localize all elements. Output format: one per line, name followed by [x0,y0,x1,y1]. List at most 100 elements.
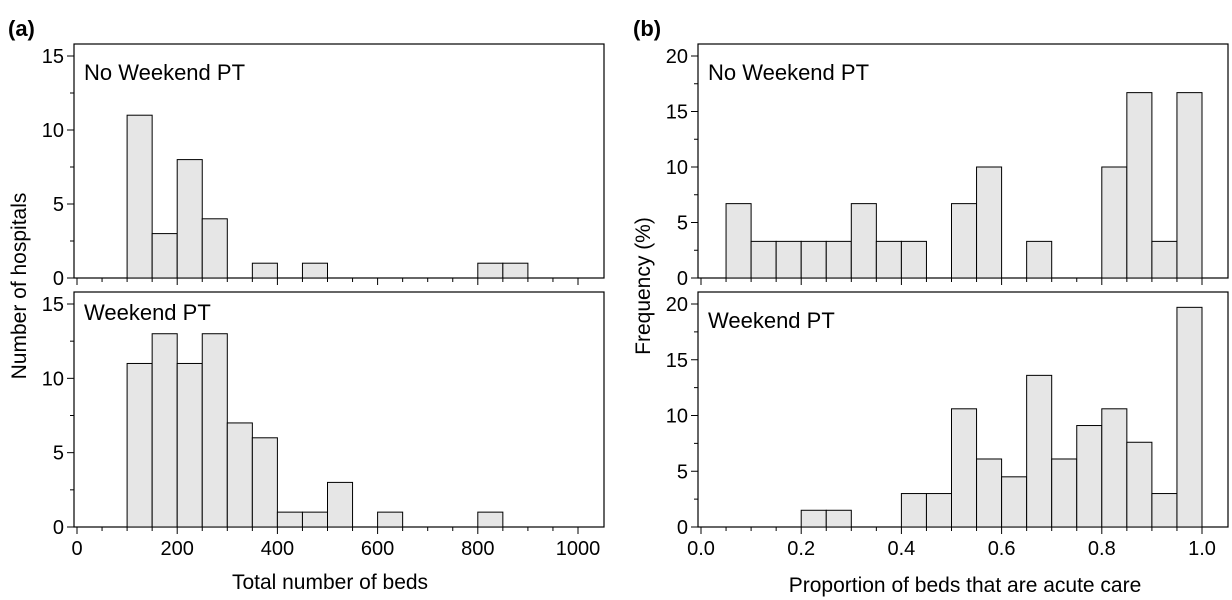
y-tick-label-1-5: 5 [53,443,64,465]
panel-a-x-axis-label: Total number of beds [232,571,428,594]
histogram-bar-0-4 [251,262,278,279]
x-tick-label-1-800: 800 [461,538,494,560]
histogram-bar-3-4 [951,408,978,528]
panel-label-a: (a) [8,16,35,41]
histogram-bar-2-3 [800,240,827,279]
panel-label-b: (b) [633,16,661,41]
panel-b-top-title: No Weekend PT [708,60,869,85]
histogram-bar-2-2 [775,240,802,279]
histogram-bar-1-8 [327,481,354,528]
panel-a-bottom-bars [126,333,504,528]
panel-a-top-bars [126,114,529,279]
x-tick-label-3-0.8: 0.8 [1088,538,1116,560]
panel-a-no-weekend: (a) No Weekend PT 0 5 10 15 [8,16,605,290]
y-tick-label-2-10: 10 [666,157,688,179]
histogram-bar-2-5 [850,203,877,279]
histogram-bar-2-13 [1151,240,1178,279]
histogram-bar-1-0 [126,362,153,528]
x-tick-label-1-0: 0 [71,538,82,560]
histogram-bar-1-5 [251,437,278,528]
panel-a-bottom-axes: 0 5 10 15 0 200 400 600 800 1000 [42,294,601,560]
right-y-axis-label: Frequency (%) [632,217,655,355]
panel-a-top-title: No Weekend PT [84,60,245,85]
histogram-bar-3-11 [1126,441,1153,528]
histogram-bar-2-9 [976,166,1003,279]
x-tick-label-1-600: 600 [361,538,394,560]
x-tick-label-3-0.6: 0.6 [988,538,1016,560]
histogram-bar-1-2 [176,362,203,528]
histogram-bar-0-5 [301,262,329,279]
histogram-bar-2-10 [1026,240,1053,279]
histogram-bar-2-12 [1126,92,1153,279]
histogram-bar-2-11 [1101,166,1128,279]
histogram-bar-0-1 [151,233,178,279]
panel-b-bottom-bars [800,306,1203,528]
panel-b-no-weekend: (b) No Weekend PT 0 5 10 15 20 [633,16,1229,290]
panel-b-bottom-axes: 0 5 10 15 20 0.0 0.2 0.4 0.6 0.8 1.0 [666,294,1216,560]
y-tick-label-3-0: 0 [677,517,688,539]
histogram-bar-3-7 [1026,374,1053,528]
x-tick-label-1-1000: 1000 [556,538,601,560]
histogram-bar-1-9 [377,511,404,528]
y-tick-label-2-5: 5 [677,213,688,235]
y-tick-label-3-20: 20 [666,294,688,316]
y-tick-label-0-0: 0 [53,268,64,290]
panel-b-top-axes: 0 5 10 15 20 [666,46,1203,290]
histogram-bar-3-2 [900,493,927,528]
histogram-bar-1-3 [201,333,228,528]
y-tick-label-1-10: 10 [42,368,64,390]
histogram-bar-1-10 [477,511,504,528]
histogram-bar-3-3 [925,493,953,528]
x-tick-label-3-0.4: 0.4 [887,538,915,560]
histogram-bar-1-7 [301,511,329,528]
y-tick-label-1-15: 15 [42,294,64,316]
histogram-bar-3-12 [1151,493,1178,528]
y-tick-label-3-10: 10 [666,406,688,428]
histogram-bar-2-6 [875,240,902,279]
panel-a-weekend: Weekend PT 0 5 10 15 0 200 400 600 800 1000 Total… [42,291,605,594]
histogram-bar-3-13 [1176,306,1203,528]
histogram-bar-2-7 [900,240,927,279]
histogram-bar-3-9 [1076,425,1103,528]
panel-a-top-axes: 0 5 10 15 [42,46,579,290]
histogram-bar-2-1 [750,240,777,279]
y-tick-label-2-15: 15 [666,102,688,124]
left-y-axis-label: Number of hospitals [8,193,31,380]
y-tick-label-0-10: 10 [42,120,64,142]
histogram-bar-0-0 [126,114,153,279]
histogram-bar-0-3 [201,218,228,279]
x-tick-label-3-0.2: 0.2 [787,538,815,560]
histogram-bar-0-2 [176,159,203,279]
x-tick-label-3-1.0: 1.0 [1188,538,1216,560]
histogram-bar-3-0 [800,509,827,528]
histogram-bar-1-1 [151,333,178,528]
panel-b-top-bars [725,92,1203,279]
y-tick-label-2-20: 20 [666,46,688,68]
y-tick-label-1-0: 0 [53,517,64,539]
panel-a-bottom-title: Weekend PT [84,300,211,325]
panel-b-x-axis-label: Proportion of beds that are acute care [789,574,1142,597]
histogram-bar-3-8 [1051,458,1078,528]
histogram-bar-3-6 [1001,476,1028,528]
histogram-bar-2-8 [951,203,978,279]
x-tick-label-3-0.0: 0.0 [687,538,715,560]
histogram-bar-2-0 [725,203,752,279]
histogram-bar-2-14 [1176,92,1203,279]
y-tick-label-3-5: 5 [677,461,688,483]
y-tick-label-3-15: 15 [666,350,688,372]
histogram-bar-0-7 [502,262,529,279]
x-tick-label-1-200: 200 [161,538,194,560]
panel-a-top-frame [73,43,605,279]
histogram-bar-3-1 [825,509,852,528]
y-tick-label-0-15: 15 [42,46,64,68]
histogram-bar-0-6 [477,262,504,279]
y-tick-label-2-0: 0 [677,268,688,290]
histogram-bar-1-6 [276,511,303,528]
panel-b-bottom-title: Weekend PT [708,308,835,333]
y-tick-label-0-5: 5 [53,194,64,216]
histogram-bar-1-4 [226,422,253,528]
histogram-bar-3-10 [1101,408,1128,528]
histogram-bar-3-5 [976,458,1003,528]
histogram-bar-2-4 [825,240,852,279]
